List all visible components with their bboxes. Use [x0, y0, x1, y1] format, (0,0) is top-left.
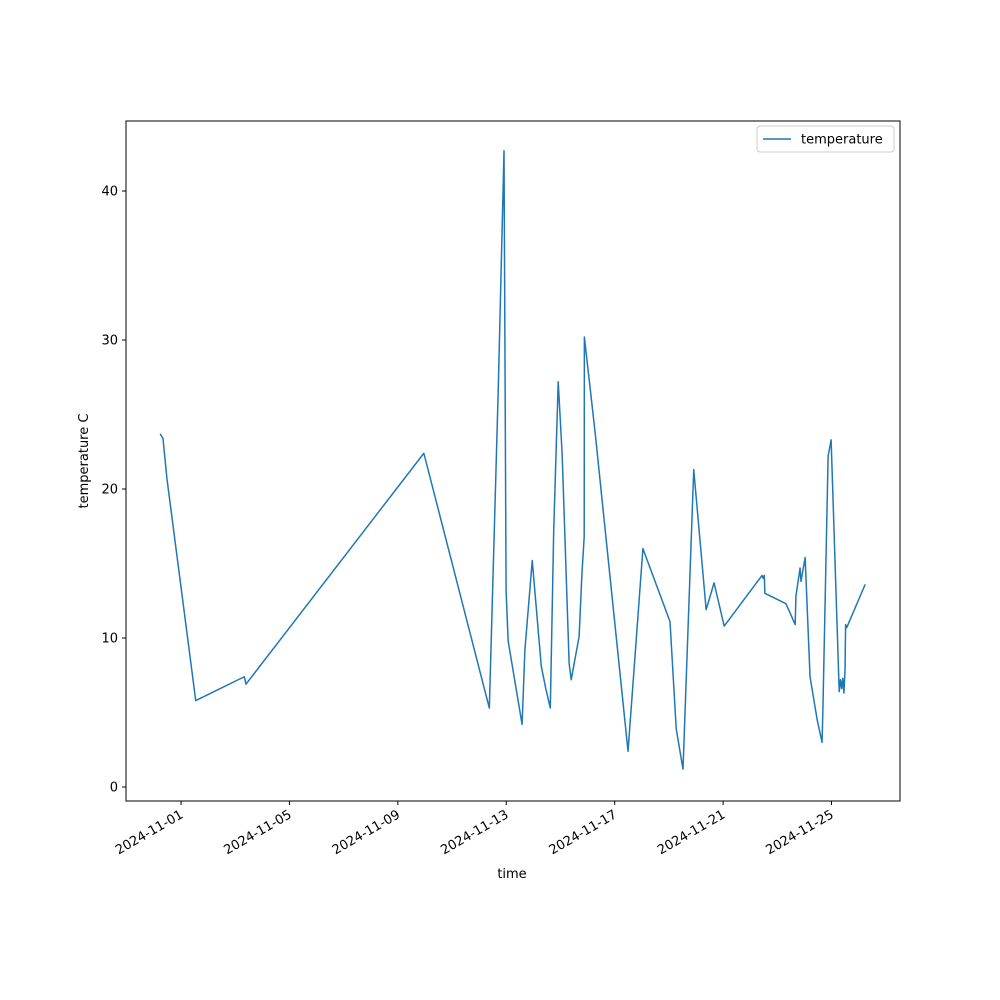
legend-box	[756, 125, 895, 153]
x-tick-label: 2024-11-17	[547, 807, 620, 858]
y-tick-label: 40	[101, 185, 118, 200]
x-tick-label: 2024-11-09	[330, 807, 403, 858]
x-tick-label: 2024-11-13	[438, 807, 511, 858]
x-axis-label: time	[497, 867, 526, 882]
line-series	[159, 150, 866, 770]
y-tick-label: 0	[110, 780, 118, 795]
y-tick-label: 10	[101, 632, 118, 647]
legend-label: temperature	[801, 133, 883, 148]
x-tick-label: 2024-11-25	[764, 807, 837, 858]
y-tick-label: 30	[101, 334, 118, 349]
legend: temperature	[756, 125, 895, 153]
plot-frame	[125, 120, 901, 802]
x-tick-label: 2024-11-01	[113, 807, 186, 858]
y-tick-label: 20	[101, 483, 118, 498]
x-tick-label: 2024-11-21	[655, 807, 728, 858]
x-tick-label: 2024-11-05	[222, 807, 295, 858]
y-axis-label: temperature C	[77, 414, 92, 509]
